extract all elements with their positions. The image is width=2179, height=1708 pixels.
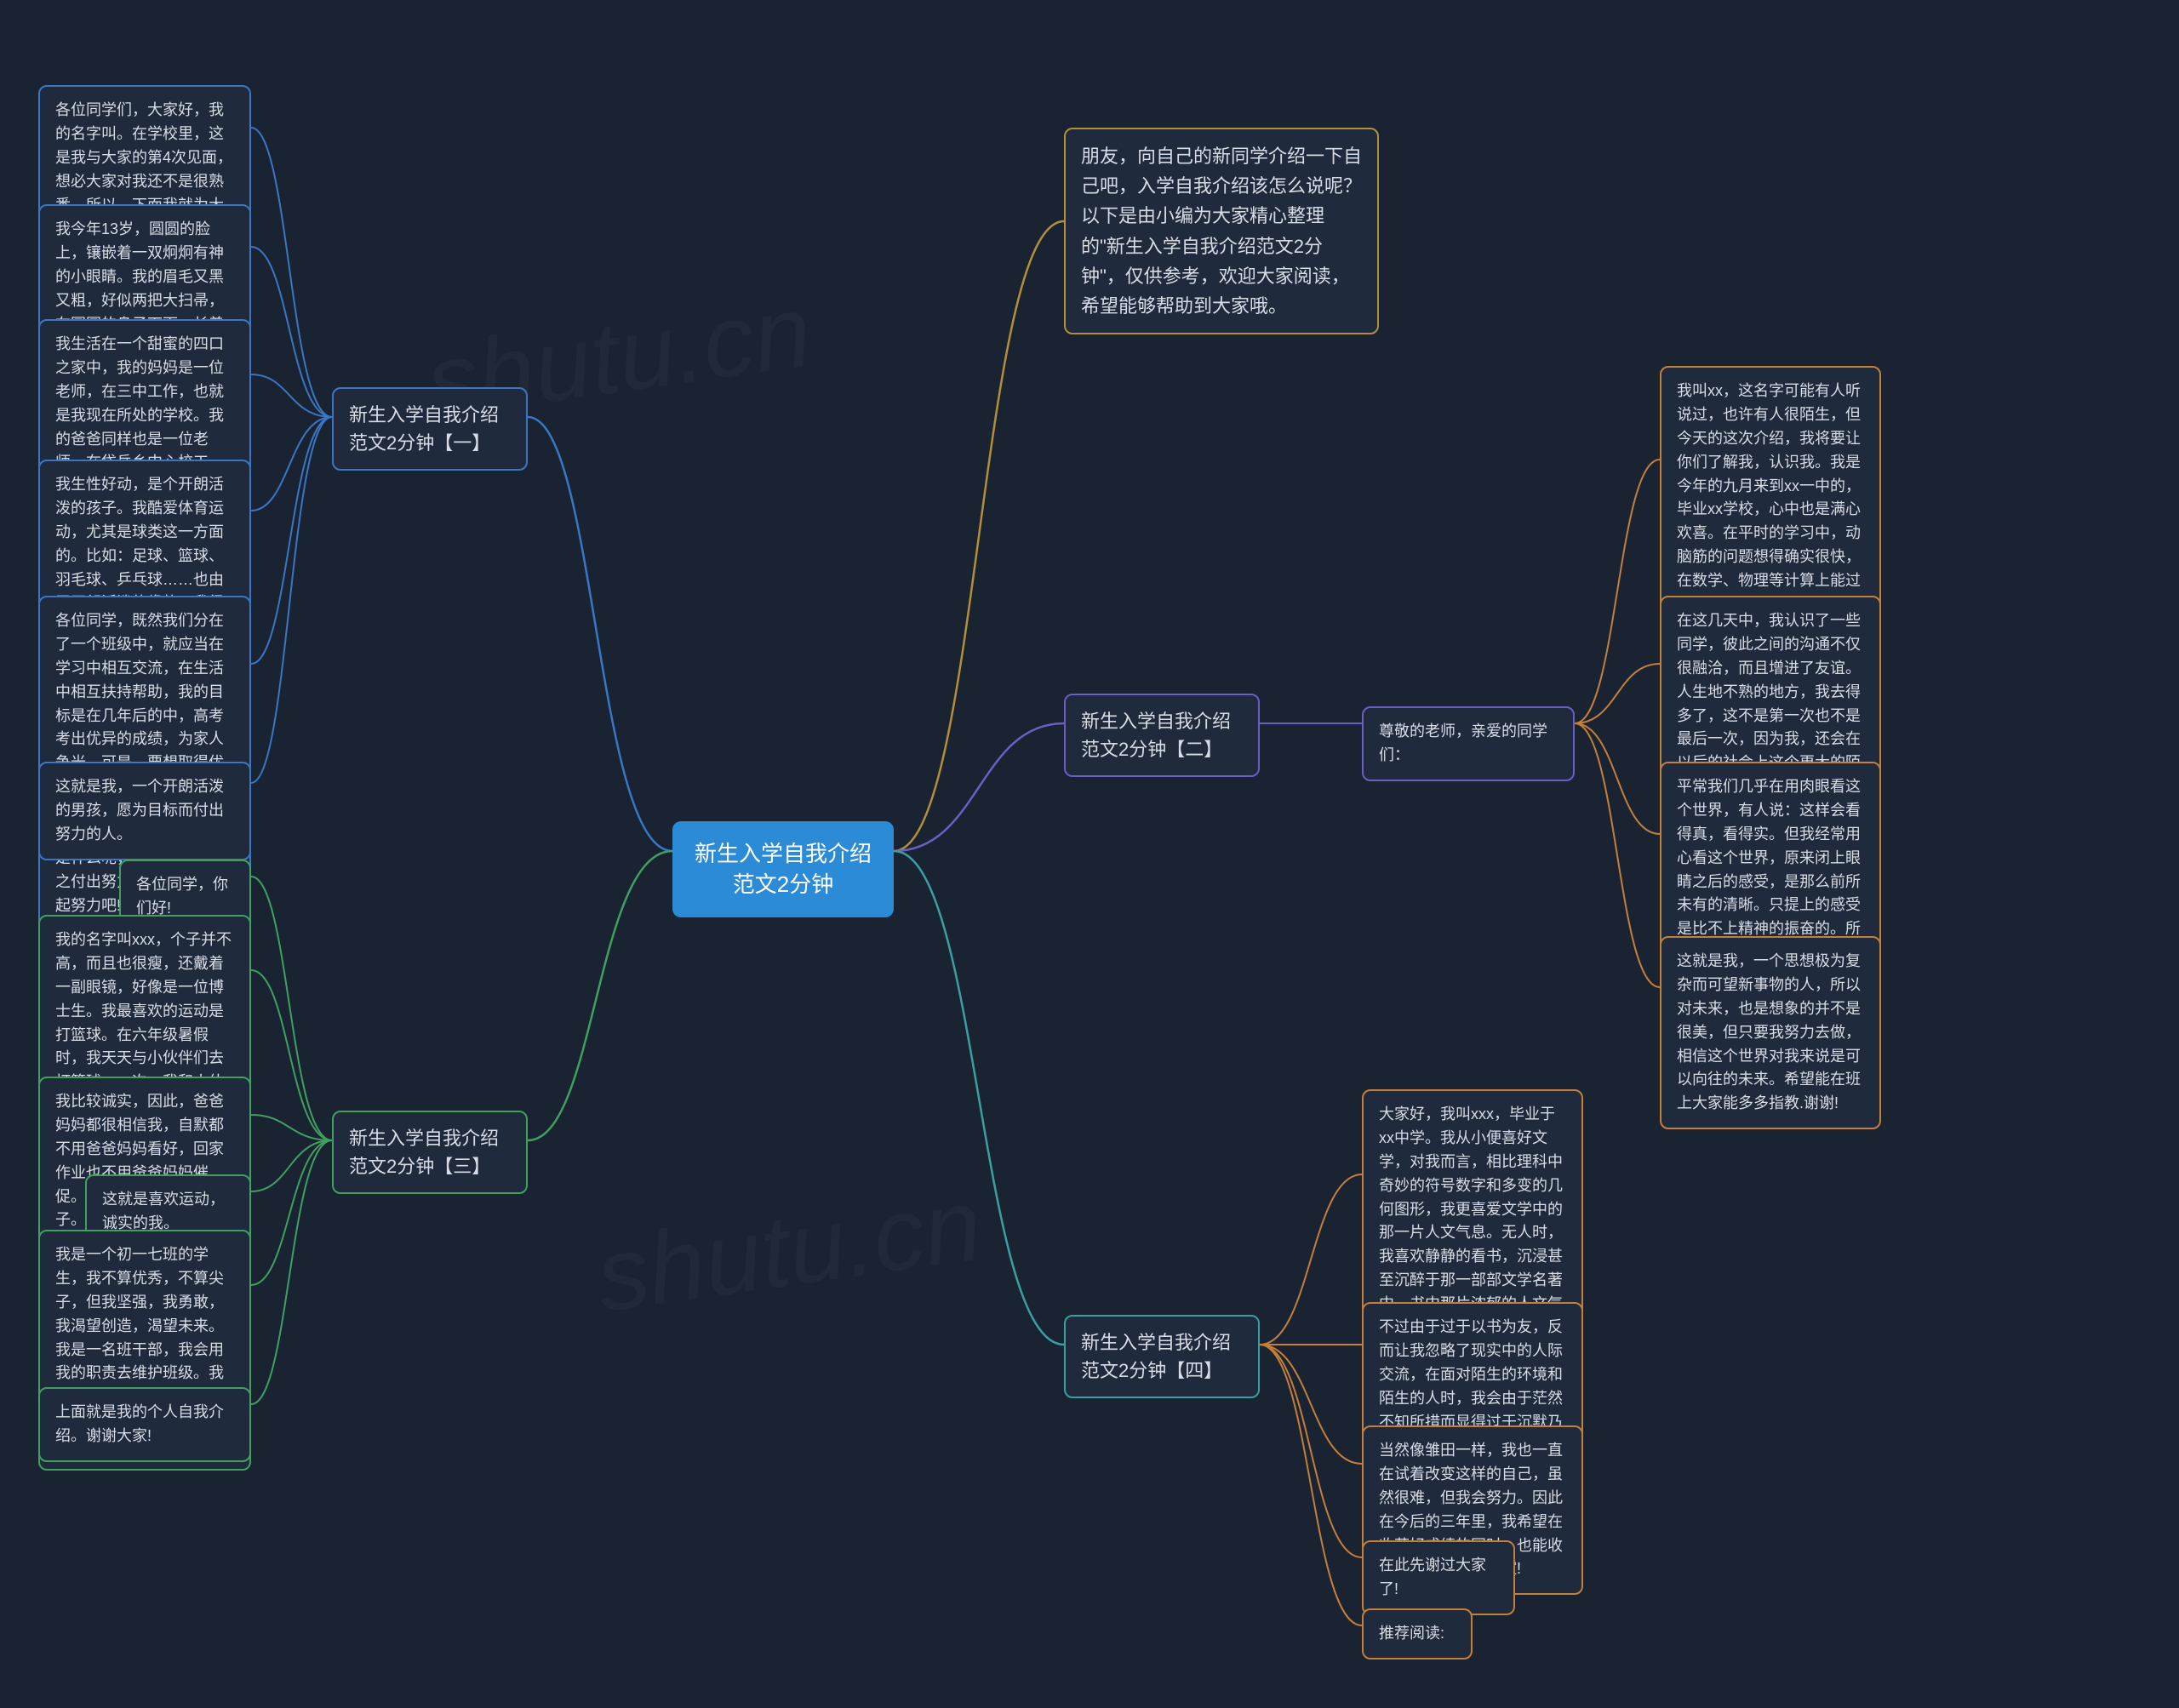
branch-2[interactable]: 新生入学自我介绍范文2分钟【二】 (1064, 694, 1260, 777)
intro-node[interactable]: 朋友，向自己的新同学介绍一下自己吧，入学自我介绍该怎么说呢？以下是由小编为大家精… (1064, 128, 1379, 334)
branch-2-sub[interactable]: 尊敬的老师，亲爱的同学们： (1362, 706, 1575, 781)
branch-3[interactable]: 新生入学自我介绍范文2分钟【三】 (332, 1111, 528, 1194)
leaf-4-4[interactable]: 推荐阅读: (1362, 1608, 1473, 1659)
branch-4[interactable]: 新生入学自我介绍范文2分钟【四】 (1064, 1315, 1260, 1398)
leaf-1-5[interactable]: 这就是我，一个开朗活泼的男孩，愿为目标而付出努力的人。 (38, 762, 251, 860)
leaf-2-3[interactable]: 这就是我，一个思想极为复杂而可望新事物的人，所以对未来，也是想象的并不是很美，但… (1660, 936, 1881, 1129)
center-node[interactable]: 新生入学自我介绍范文2分钟 (672, 821, 894, 917)
leaf-4-3[interactable]: 在此先谢过大家了! (1362, 1540, 1515, 1615)
watermark: shutu.cn (590, 1165, 988, 1335)
leaf-3-5[interactable]: 上面就是我的个人自我介绍。谢谢大家! (38, 1387, 251, 1462)
branch-1[interactable]: 新生入学自我介绍范文2分钟【一】 (332, 387, 528, 471)
